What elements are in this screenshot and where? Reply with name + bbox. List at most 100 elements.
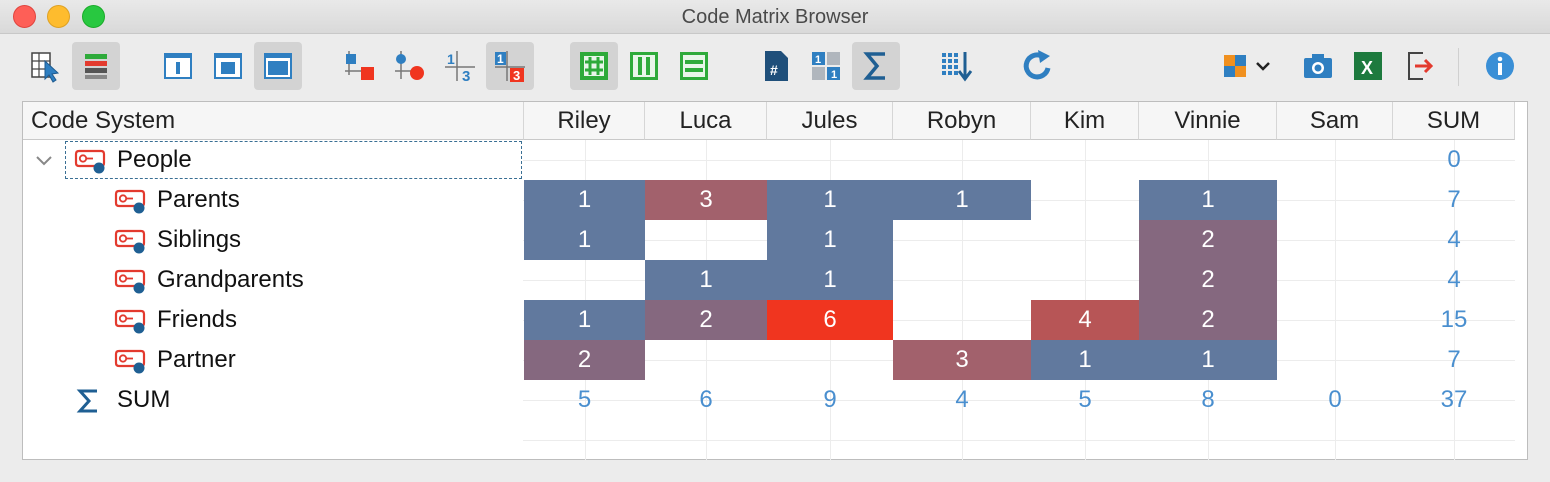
matrix-cell[interactable]: 1 (1139, 340, 1277, 380)
view-frame-1-button[interactable] (154, 42, 202, 90)
matrix-cell[interactable]: 1 (1031, 340, 1139, 380)
matrix-cell[interactable]: 3 (645, 180, 767, 220)
symbol-numbers-highlight-button[interactable]: 1 3 (486, 42, 534, 90)
camera-icon (1304, 54, 1332, 78)
svg-text:3: 3 (462, 68, 470, 83)
symbol-circle-button[interactable] (386, 42, 434, 90)
grid-line (523, 280, 1515, 281)
code-icon (114, 189, 146, 214)
export-button[interactable] (1396, 42, 1444, 90)
view-frame-2-button[interactable] (204, 42, 252, 90)
code-icon (74, 149, 106, 174)
heatmap-columns-button[interactable] (620, 42, 668, 90)
matrix-cell[interactable]: 4 (1031, 300, 1139, 340)
column-header-jules[interactable]: Jules (767, 102, 893, 140)
info-button[interactable] (1476, 42, 1524, 90)
view-frame-3-icon (264, 53, 292, 79)
matrix-cell[interactable]: 2 (1139, 260, 1277, 300)
svg-text:1: 1 (815, 54, 821, 66)
document-count-button[interactable]: # (752, 42, 800, 90)
refresh-button[interactable] (1014, 42, 1062, 90)
row-sum: 15 (1440, 306, 1468, 333)
matrix-cell[interactable]: 1 (645, 260, 767, 300)
column-header-kim[interactable]: Kim (1031, 102, 1139, 140)
excel-icon: X (1354, 52, 1382, 80)
matrix-cell[interactable]: 1 (767, 260, 893, 300)
row-sum: 4 (1447, 226, 1461, 253)
column-header-vinnie[interactable]: Vinnie (1139, 102, 1277, 140)
view-frame-3-button[interactable] (254, 42, 302, 90)
symbol-square-button[interactable] (336, 42, 384, 90)
heatmap-rows-button[interactable] (670, 42, 718, 90)
matrix-cell[interactable]: 2 (1139, 300, 1277, 340)
maximize-window-button[interactable] (82, 5, 105, 28)
sum-icon (863, 52, 885, 80)
code-label-friends[interactable]: Friends (157, 306, 238, 333)
matrix-cell[interactable]: 1 (767, 180, 893, 220)
matrix-cell[interactable]: 1 (524, 220, 645, 260)
heatmap-all-button[interactable] (570, 42, 618, 90)
view-frame-1-icon (164, 53, 192, 79)
chevron-down-icon[interactable] (34, 154, 54, 168)
grand-total: 37 (1440, 386, 1468, 413)
column-header-robyn[interactable]: Robyn (893, 102, 1031, 140)
grid-line (1454, 140, 1455, 460)
export-options-button[interactable] (1218, 42, 1278, 90)
select-cells-button[interactable] (22, 42, 70, 90)
matrix-cell[interactable]: 1 (767, 220, 893, 260)
column-sum: 4 (955, 386, 969, 413)
matrix-cell[interactable]: 1 (1139, 180, 1277, 220)
export-options-icon (1224, 55, 1270, 77)
column-header-sum[interactable]: SUM (1393, 102, 1515, 140)
window-title: Code Matrix Browser (681, 6, 869, 28)
matrix-cell[interactable]: 3 (893, 340, 1031, 380)
heatmap-toggle-button[interactable] (72, 42, 120, 90)
sum-button[interactable] (852, 42, 900, 90)
matrix-cell[interactable]: 2 (645, 300, 767, 340)
sum-row-label: SUM (117, 386, 171, 413)
grid-line (523, 320, 1515, 321)
symbol-numbers-highlight-icon: 1 3 (495, 51, 525, 83)
sort-button[interactable] (932, 42, 980, 90)
close-window-button[interactable] (13, 5, 36, 28)
binary-icon: 1 1 (812, 52, 840, 81)
matrix-cell[interactable]: 1 (893, 180, 1031, 220)
matrix-cell[interactable]: 1 (524, 180, 645, 220)
title-bar: Code Matrix Browser (0, 0, 1550, 34)
matrix-cell[interactable]: 2 (524, 340, 645, 380)
code-icon (114, 269, 146, 294)
column-sum: 5 (1078, 386, 1092, 413)
select-cells-icon (31, 52, 60, 83)
column-header-luca[interactable]: Luca (645, 102, 767, 140)
camera-button[interactable] (1294, 42, 1342, 90)
minimize-window-button[interactable] (47, 5, 70, 28)
symbol-circle-icon (395, 51, 424, 80)
code-label-siblings[interactable]: Siblings (157, 226, 242, 253)
code-icon (114, 229, 146, 254)
heatmap-all-icon (580, 52, 608, 80)
code-label-partner[interactable]: Partner (157, 346, 236, 373)
column-header-sam[interactable]: Sam (1277, 102, 1393, 140)
row-sum: 4 (1447, 266, 1461, 293)
code-label-grandparents[interactable]: Grandparents (157, 266, 304, 293)
view-frame-2-icon (214, 53, 242, 79)
matrix-cell[interactable]: 2 (1139, 220, 1277, 260)
column-header-riley[interactable]: Riley (524, 102, 645, 140)
symbol-numbers-button[interactable]: 1 3 (436, 42, 484, 90)
code-icon (114, 309, 146, 334)
heatmap-rows-icon (85, 54, 107, 79)
row-sum: 7 (1447, 346, 1461, 373)
row-sum: 0 (1447, 146, 1461, 173)
code-label-people[interactable]: People (117, 146, 192, 173)
excel-export-button[interactable]: X (1344, 42, 1392, 90)
code-label-parents[interactable]: Parents (157, 186, 240, 213)
sort-icon (942, 52, 973, 82)
code-icon (114, 349, 146, 374)
matrix-cell[interactable]: 1 (524, 300, 645, 340)
matrix-cell[interactable]: 6 (767, 300, 893, 340)
symbol-numbers-icon: 1 3 (445, 51, 475, 83)
binary-button[interactable]: 1 1 (802, 42, 850, 90)
column-sum: 0 (1328, 386, 1342, 413)
code-system-header[interactable]: Code System (23, 102, 524, 140)
